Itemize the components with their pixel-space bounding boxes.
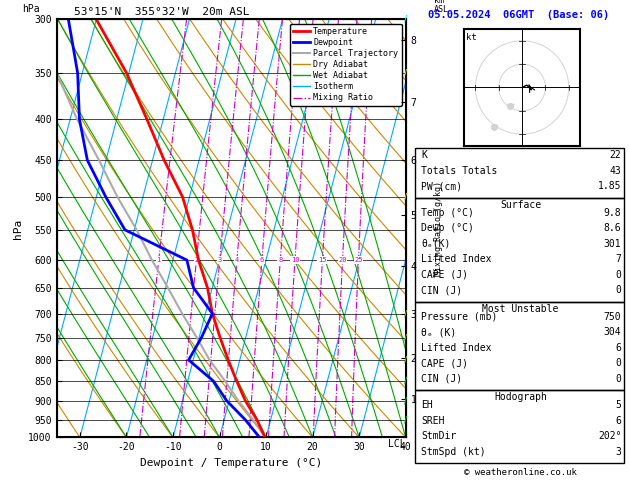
Text: hPa: hPa (22, 4, 40, 15)
Bar (415, 390, 624, 463)
Text: /: / (404, 396, 407, 405)
Text: /: / (404, 355, 407, 364)
Text: CAPE (J): CAPE (J) (421, 358, 469, 368)
Text: 20: 20 (338, 257, 347, 263)
Text: 6: 6 (616, 416, 621, 426)
Text: Lifted Index: Lifted Index (421, 343, 492, 353)
Text: 15: 15 (318, 257, 326, 263)
Text: CAPE (J): CAPE (J) (421, 270, 469, 280)
Text: © weatheronline.co.uk: © weatheronline.co.uk (464, 468, 577, 477)
Text: CIN (J): CIN (J) (421, 285, 462, 295)
Text: Surface: Surface (500, 200, 541, 210)
Text: 43: 43 (610, 166, 621, 176)
Text: 6: 6 (260, 257, 264, 263)
Text: 1: 1 (157, 257, 161, 263)
Y-axis label: hPa: hPa (13, 218, 23, 239)
Text: 05.05.2024  06GMT  (Base: 06): 05.05.2024 06GMT (Base: 06) (428, 10, 610, 20)
Bar (415, 148, 624, 198)
Text: K: K (421, 150, 427, 160)
Text: PW (cm): PW (cm) (421, 181, 462, 191)
Text: 8.6: 8.6 (604, 223, 621, 233)
Text: θₑ (K): θₑ (K) (421, 327, 457, 337)
Text: SREH: SREH (421, 416, 445, 426)
Bar (415, 198, 624, 302)
Text: 301: 301 (604, 239, 621, 249)
Text: 2: 2 (194, 257, 199, 263)
Text: 10: 10 (291, 257, 299, 263)
Text: 25: 25 (354, 257, 363, 263)
Text: 0: 0 (616, 270, 621, 280)
Text: θₑ(K): θₑ(K) (421, 239, 451, 249)
Text: StmDir: StmDir (421, 431, 457, 441)
Text: /: / (404, 415, 407, 424)
Text: /: / (404, 333, 407, 342)
Text: 9.8: 9.8 (604, 208, 621, 218)
Text: Totals Totals: Totals Totals (421, 166, 498, 176)
Text: km
ASL: km ASL (433, 0, 448, 15)
Text: 5: 5 (616, 400, 621, 410)
Text: CIN (J): CIN (J) (421, 374, 462, 384)
Text: /: / (404, 15, 407, 24)
Text: 750: 750 (604, 312, 621, 322)
Text: 0: 0 (616, 374, 621, 384)
Text: 7: 7 (616, 254, 621, 264)
Text: 0: 0 (616, 285, 621, 295)
Text: Temp (°C): Temp (°C) (421, 208, 474, 218)
Text: Most Unstable: Most Unstable (482, 304, 559, 314)
Text: kt: kt (466, 33, 477, 42)
Text: StmSpd (kt): StmSpd (kt) (421, 447, 486, 457)
Legend: Temperature, Dewpoint, Parcel Trajectory, Dry Adiabat, Wet Adiabat, Isotherm, Mi: Temperature, Dewpoint, Parcel Trajectory… (290, 24, 401, 106)
Text: LCL: LCL (388, 439, 406, 450)
Text: 1.85: 1.85 (598, 181, 621, 191)
X-axis label: Dewpoint / Temperature (°C): Dewpoint / Temperature (°C) (140, 458, 322, 468)
Text: 6: 6 (616, 343, 621, 353)
Text: Lifted Index: Lifted Index (421, 254, 492, 264)
Text: /: / (404, 192, 407, 201)
Text: 0: 0 (616, 358, 621, 368)
Text: 3: 3 (616, 447, 621, 457)
Text: /: / (404, 377, 407, 385)
Text: 8: 8 (278, 257, 282, 263)
Text: 4: 4 (235, 257, 239, 263)
Text: 53°15'N  355°32'W  20m ASL: 53°15'N 355°32'W 20m ASL (74, 7, 250, 17)
Bar (415, 302, 624, 390)
Text: EH: EH (421, 400, 433, 410)
Text: 3: 3 (218, 257, 222, 263)
Text: Dewp (°C): Dewp (°C) (421, 223, 474, 233)
Text: 304: 304 (604, 327, 621, 337)
Text: 22: 22 (610, 150, 621, 160)
Text: 202°: 202° (598, 431, 621, 441)
Text: /: / (404, 69, 407, 77)
Text: Pressure (mb): Pressure (mb) (421, 312, 498, 322)
Text: Mixing Ratio (g/kg): Mixing Ratio (g/kg) (433, 181, 443, 276)
Text: Hodograph: Hodograph (494, 392, 547, 402)
Text: /: / (404, 309, 407, 318)
